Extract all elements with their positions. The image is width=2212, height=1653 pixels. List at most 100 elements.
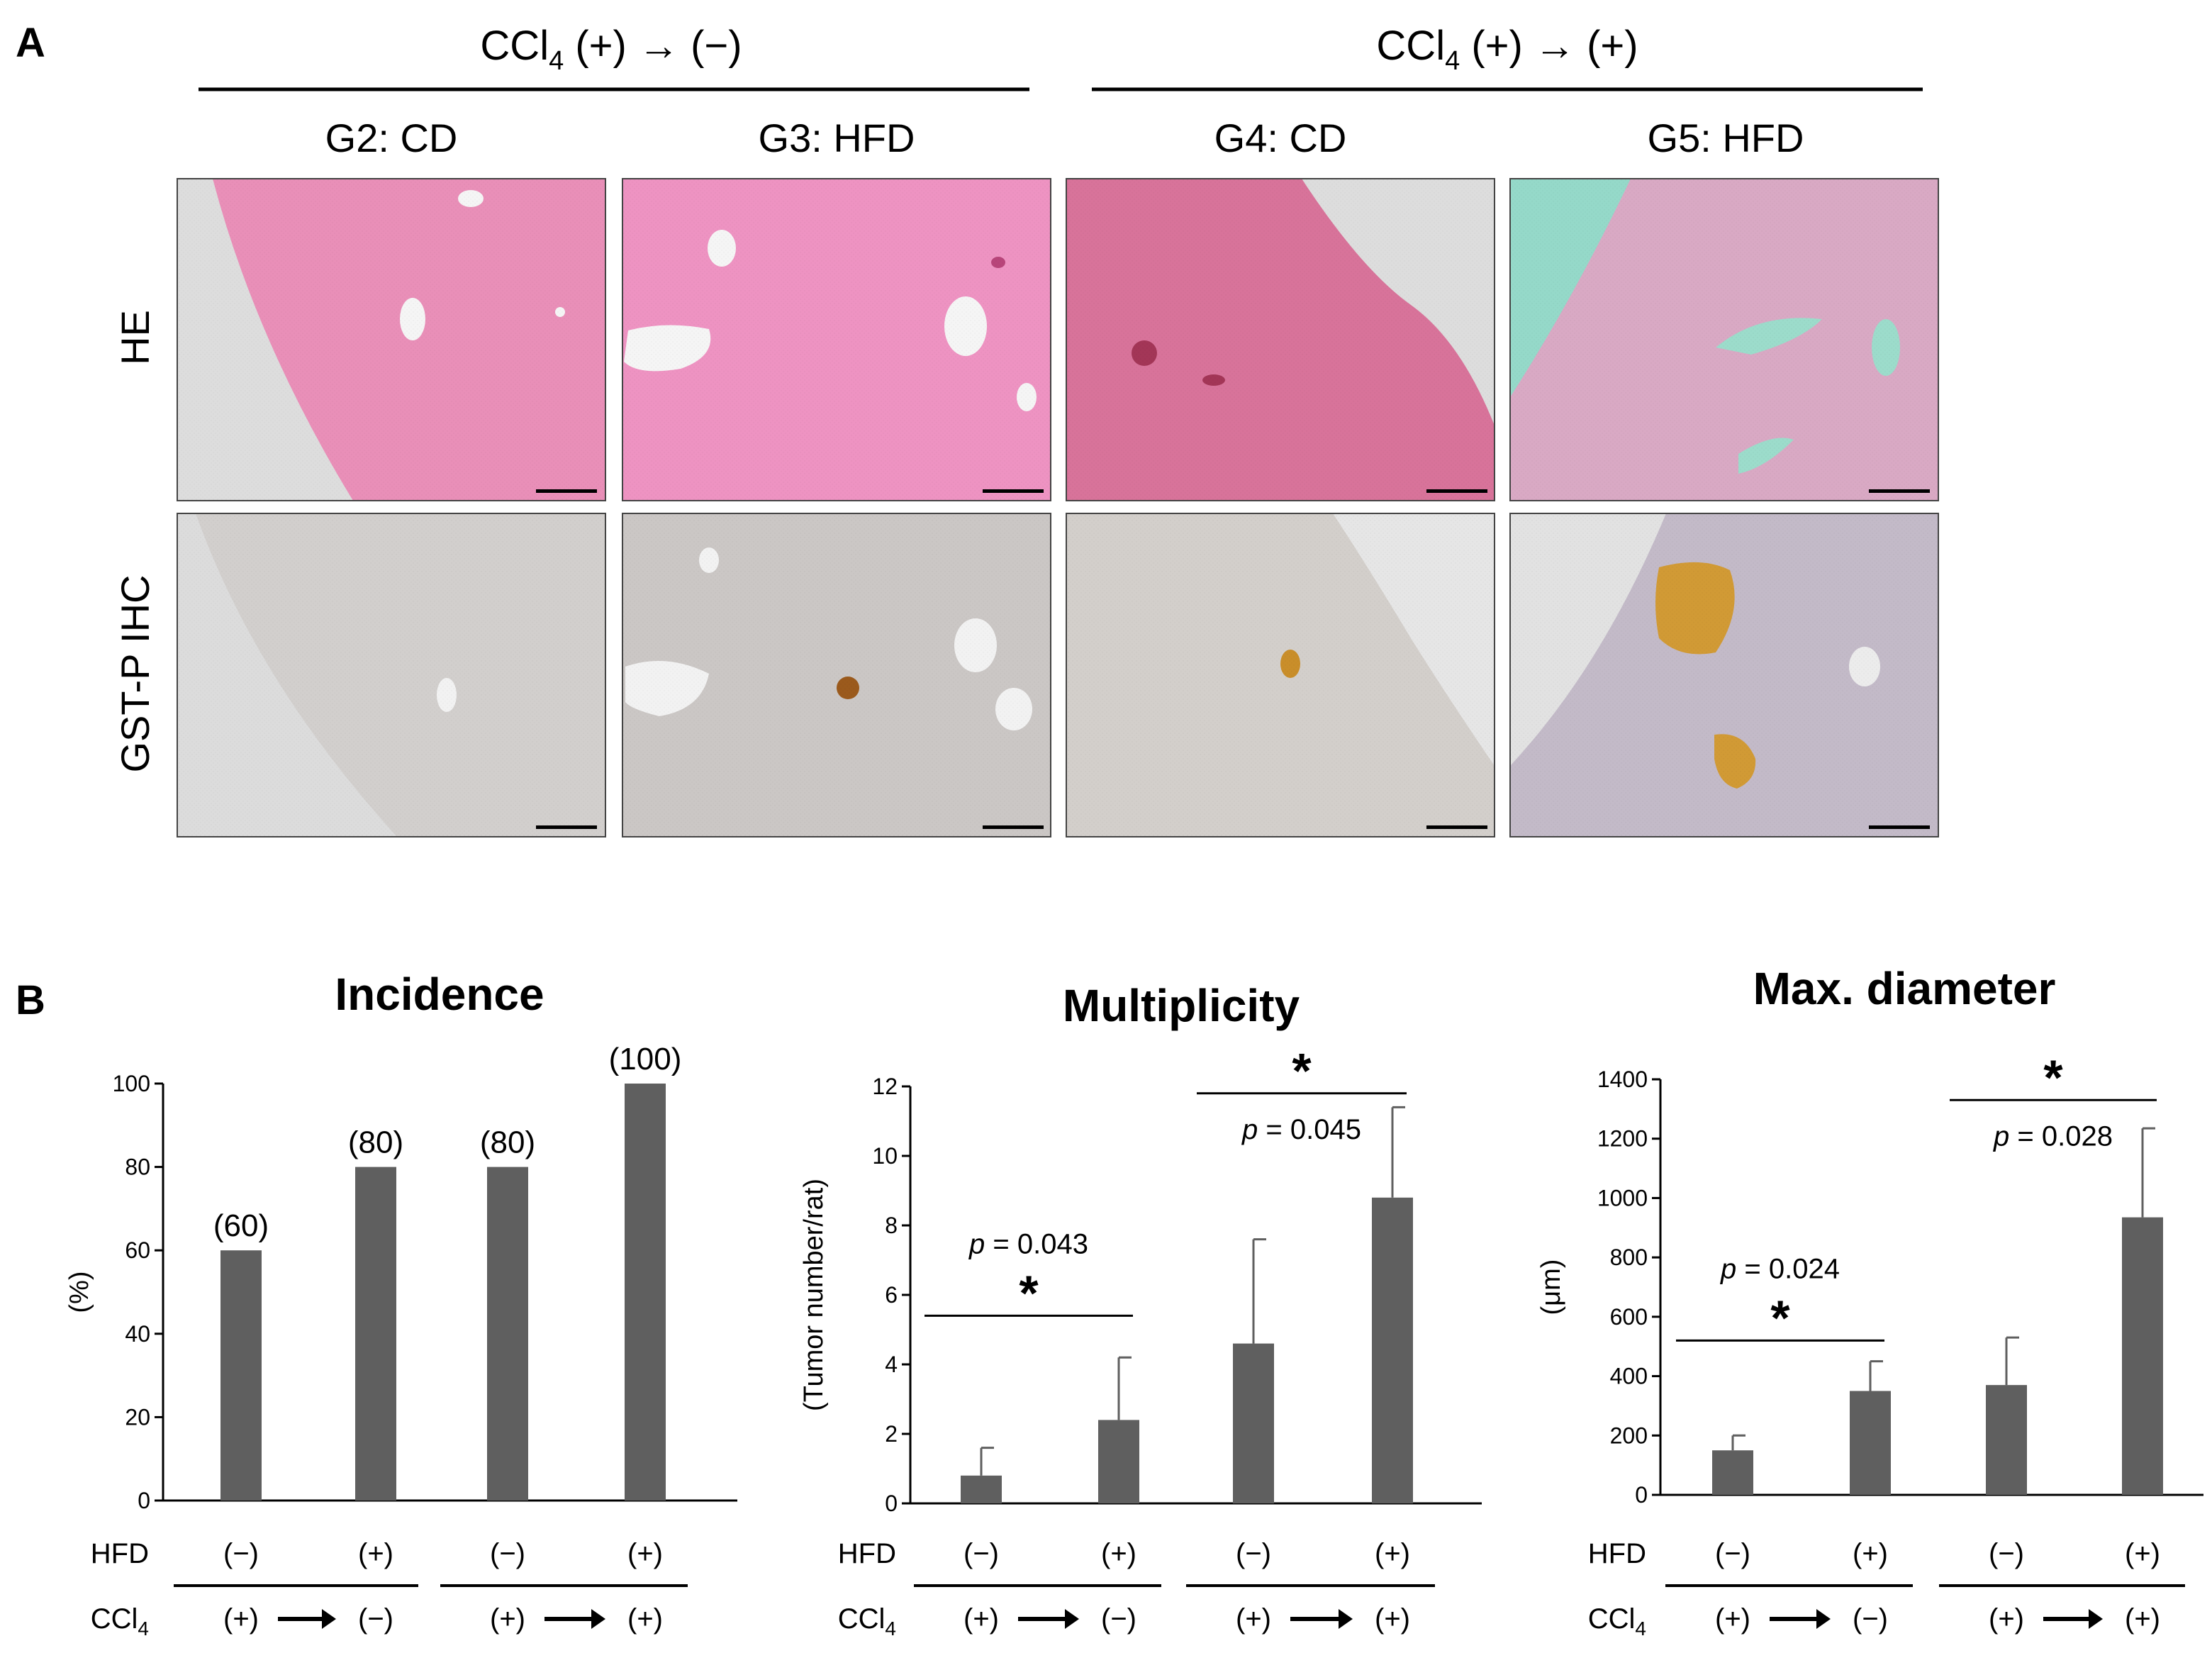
micrograph-he-g5 — [1509, 178, 1939, 501]
p-value: p = 0.028 — [1993, 1120, 2113, 1152]
data-label: (60) — [213, 1208, 269, 1243]
y-tick-label: 1400 — [1597, 1067, 1648, 1092]
ccl4-subscript: 4 — [885, 1618, 896, 1640]
bar-g3 — [1098, 1420, 1139, 1503]
arrow-icon — [322, 1609, 336, 1629]
hfd-state: (−) — [223, 1538, 259, 1569]
hfd-state: (−) — [1236, 1538, 1271, 1569]
y-tick-label: 0 — [885, 1491, 898, 1516]
bar-g4 — [487, 1167, 528, 1501]
hfd-state: (−) — [490, 1538, 525, 1569]
ccl4-from: (+) — [1989, 1603, 2024, 1635]
data-label: (80) — [480, 1125, 535, 1160]
data-label: (100) — [609, 1042, 682, 1076]
y-tick-label: 200 — [1610, 1423, 1648, 1448]
ccl4-from: (+) — [490, 1603, 525, 1635]
bar-g5 — [625, 1084, 666, 1501]
y-tick-label: 0 — [1635, 1482, 1648, 1508]
y-tick-label: 1200 — [1597, 1126, 1648, 1152]
micrograph-ihc-g2 — [177, 513, 606, 837]
p-value-text: = 0.045 — [1258, 1114, 1361, 1145]
bar-g5 — [2122, 1217, 2163, 1495]
chart-max-diameter: Max. diameter 0 200 400 600 800 1000 1200 1400 (μ… — [1536, 963, 2203, 1640]
ccl4-from: (+) — [1236, 1603, 1271, 1635]
chart-incidence: Incidence 0 20 40 60 80 100 (%) (60) (80) (80) (100… — [65, 969, 737, 1640]
y-tick-label: 8 — [885, 1213, 898, 1238]
ccl4-row-label: CCl4 — [91, 1603, 149, 1640]
y-tick-label: 2 — [885, 1421, 898, 1447]
p-value: p = 0.024 — [1720, 1253, 1840, 1284]
ccl4-to: (+) — [2125, 1603, 2160, 1635]
ccl4-to: (−) — [358, 1603, 393, 1635]
bar-g3 — [1850, 1391, 1891, 1495]
panel-a-label: A — [16, 20, 45, 66]
y-tick-label: 400 — [1610, 1364, 1648, 1389]
y-tick-label: 4 — [885, 1352, 898, 1377]
bar-g4 — [1233, 1343, 1274, 1503]
ccl4-from: (+) — [1715, 1603, 1750, 1635]
y-tick-label: 1000 — [1597, 1185, 1648, 1210]
p-symbol: p — [968, 1228, 985, 1259]
ccl4-subscript: 4 — [1635, 1618, 1646, 1640]
micrograph-he-g3 — [622, 178, 1051, 501]
arrow-icon — [1816, 1609, 1831, 1629]
ccl4-row-label: CCl4 — [838, 1603, 896, 1640]
hfd-state: (+) — [1101, 1538, 1136, 1569]
y-tick-label: 40 — [125, 1321, 150, 1347]
ccl4-to: (+) — [1375, 1603, 1410, 1635]
ccl4-to: (−) — [1853, 1603, 1888, 1635]
micrograph-ihc-g3 — [622, 513, 1051, 837]
bar-g2 — [961, 1475, 1002, 1503]
ccl4-subscript: 4 — [138, 1618, 149, 1640]
p-value: p = 0.043 — [968, 1228, 1088, 1259]
p-value-text: = 0.028 — [2009, 1120, 2113, 1152]
y-tick-label: 80 — [125, 1154, 150, 1180]
bar-g3 — [355, 1167, 396, 1501]
significance-star: * — [1292, 1043, 1312, 1098]
row-label-he: HE — [113, 310, 157, 365]
y-axis-label: (Tumor number/rat) — [799, 1179, 829, 1411]
arrow-icon — [1339, 1609, 1353, 1629]
data-label: (80) — [348, 1125, 403, 1160]
hfd-state: (+) — [358, 1538, 393, 1569]
y-tick-label: 0 — [138, 1488, 150, 1513]
micrograph-ihc-g5 — [1509, 513, 1939, 837]
hfd-row-label: HFD — [91, 1538, 149, 1569]
arrow-icon — [2089, 1609, 2103, 1629]
micrograph-he-g4 — [1066, 178, 1495, 501]
p-value-text: = 0.043 — [985, 1228, 1088, 1259]
p-value: p = 0.045 — [1241, 1114, 1361, 1145]
condition-header-right: CCl4 (+) → (+) — [1376, 23, 1638, 76]
ccl4-text: CCl — [838, 1603, 886, 1635]
hfd-row-label: HFD — [1588, 1538, 1646, 1569]
hfd-row-label: HFD — [838, 1538, 896, 1569]
chart-title: Max. diameter — [1753, 963, 2056, 1014]
ccl4-text: CCl — [91, 1603, 138, 1635]
hfd-state: (−) — [1989, 1538, 2024, 1569]
ccl4-to: (−) — [1101, 1603, 1136, 1635]
p-value-text: = 0.024 — [1736, 1253, 1840, 1284]
hfd-state: (−) — [1715, 1538, 1750, 1569]
y-tick-label: 10 — [872, 1143, 898, 1169]
row-label-gstp-ihc: GST-P IHC — [113, 574, 157, 772]
y-tick-label: 20 — [125, 1404, 150, 1430]
y-tick-label: 12 — [872, 1074, 898, 1099]
significance-star: * — [1019, 1265, 1039, 1320]
micrograph-ihc-g4 — [1066, 513, 1495, 837]
chart-title: Multiplicity — [1063, 980, 1300, 1031]
chart-multiplicity: Multiplicity 0 2 4 6 8 10 12 (Tumor number/rat) *… — [799, 980, 1482, 1640]
bar-g5 — [1372, 1197, 1413, 1503]
y-axis-label: (μm) — [1536, 1259, 1566, 1315]
bar-g2 — [1712, 1450, 1753, 1495]
hfd-state: (+) — [2125, 1538, 2160, 1569]
chart-title: Incidence — [335, 969, 544, 1020]
ccl4-from: (+) — [223, 1603, 259, 1635]
hfd-state: (+) — [1375, 1538, 1410, 1569]
y-tick-label: 600 — [1610, 1304, 1648, 1330]
arrow-icon — [591, 1609, 605, 1629]
y-tick-label: 6 — [885, 1282, 898, 1308]
ccl4-text: CCl — [1588, 1603, 1636, 1635]
significance-star: * — [1770, 1290, 1790, 1345]
panel-b-label: B — [16, 977, 45, 1023]
